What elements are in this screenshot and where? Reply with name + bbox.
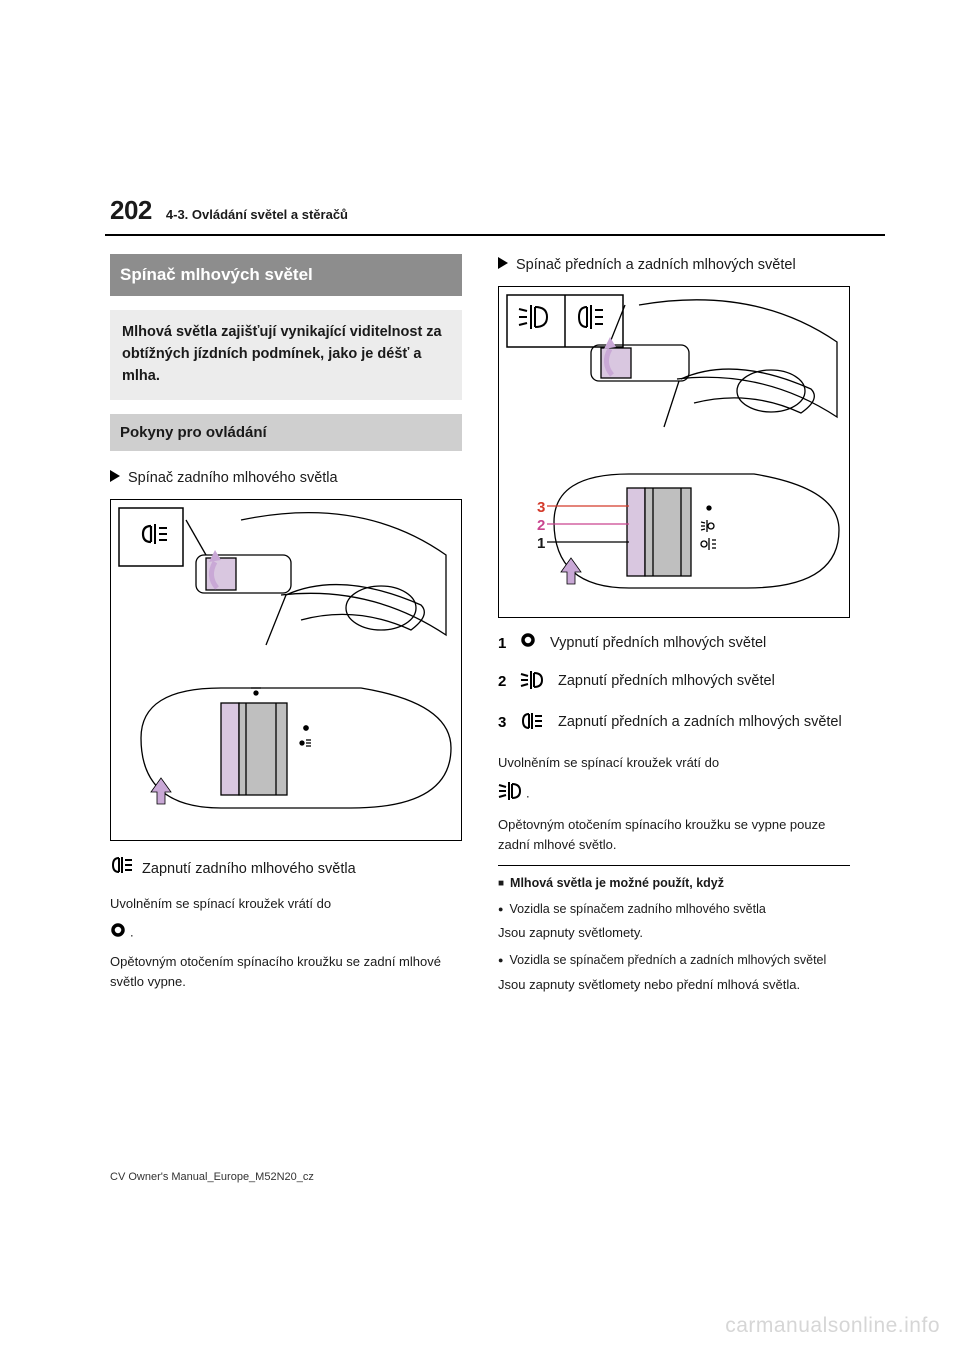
note-title: Mlhová světla je možné použít, když: [510, 874, 724, 893]
figure-front-rear-fog: 1 2 3: [498, 286, 850, 618]
svg-text:2: 2: [537, 517, 545, 534]
page-header: 202 4-3. Ovládání světel a stěračů: [110, 195, 870, 226]
figure-front-rear-fog-svg: 1 2 3: [499, 287, 849, 617]
variant-front-rear: Spínač předních a zadních mlhových světe…: [498, 254, 850, 276]
step-2: 2 Zapnutí předních mlhových světel: [498, 670, 850, 697]
step-2-num: 2: [498, 670, 510, 693]
note-bullet-2: ● Vozidla se spínačem předních a zadních…: [498, 951, 850, 970]
rear-fog-icon: [520, 711, 544, 738]
note-cond-2: Jsou zapnuty světlomety nebo přední mlho…: [498, 975, 850, 995]
triangle-icon: [110, 470, 120, 482]
step-3: 3 Zapnutí předních a zadních mlhových sv…: [498, 711, 850, 738]
section-title: 4-3. Ovládání světel a stěračů: [166, 207, 348, 222]
figure-rear-fog-svg: [111, 500, 461, 840]
rear-on-text: Zapnutí zadního mlhového světla: [142, 861, 356, 877]
rear-on-line: Zapnutí zadního mlhového světla: [110, 855, 462, 883]
right-release-2: Opětovným otočením spínacího kroužku se …: [498, 815, 850, 855]
right-release-icon: .: [498, 781, 850, 807]
step-1-text: Vypnutí předních mlhových světel: [550, 632, 766, 654]
right-column: Spínač předních a zadních mlhových světe…: [498, 254, 850, 1003]
step-1-num: 1: [498, 632, 510, 655]
note-cond-1: Jsou zapnuty světlomety.: [498, 923, 850, 943]
svg-text:3: 3: [537, 499, 545, 516]
sub-heading-bar: Pokyny pro ovládání: [110, 414, 462, 451]
intro-box: Mlhová světla zajišťují vynikající vidit…: [110, 310, 462, 399]
note-rule: [498, 865, 850, 866]
note-heading: ■ Mlhová světla je možné použít, když: [498, 874, 850, 893]
note-bullet-1: ● Vozidla se spínačem zadního mlhového s…: [498, 900, 850, 919]
footer-text: CV Owner's Manual_Europe_M52N20_cz: [110, 1171, 314, 1183]
watermark: carmanualsonline.info: [725, 1314, 940, 1338]
header-rule: [105, 234, 885, 236]
variant-rear-label: Spínač zadního mlhového světla: [128, 467, 338, 489]
svg-text:1: 1: [537, 535, 545, 552]
off-circle-icon: [520, 632, 536, 655]
step-1: 1 Vypnutí předních mlhových světel: [498, 632, 850, 655]
off-circle-icon: [110, 922, 126, 944]
rear-fog-icon: [110, 855, 134, 883]
rear-release-1: Uvolněním se spínací kroužek vrátí do: [110, 894, 462, 914]
variant-rear: Spínač zadního mlhového světla: [110, 467, 462, 489]
front-fog-icon: [498, 781, 522, 807]
right-release-1: Uvolněním se spínací kroužek vrátí do: [498, 753, 850, 773]
step-3-num: 3: [498, 711, 510, 734]
figure-rear-fog: [110, 499, 462, 841]
front-fog-icon: [520, 670, 544, 697]
page-number: 202: [110, 195, 152, 226]
main-title-bar: Spínač mlhových světel: [110, 254, 462, 296]
variant-front-rear-label: Spínač předních a zadních mlhových světe…: [516, 254, 796, 276]
step-2-text: Zapnutí předních mlhových světel: [558, 670, 775, 692]
circle-bullet-icon: ●: [498, 903, 503, 919]
triangle-icon: [498, 257, 508, 269]
left-column: Spínač mlhových světel Mlhová světla zaj…: [110, 254, 462, 1003]
square-bullet-icon: ■: [498, 876, 504, 893]
rear-release-2: Opětovným otočením spínacího kroužku se …: [110, 952, 462, 992]
rear-release-icon: .: [110, 922, 462, 944]
step-3-text: Zapnutí předních a zadních mlhových svět…: [558, 711, 842, 733]
circle-bullet-icon: ●: [498, 954, 503, 970]
